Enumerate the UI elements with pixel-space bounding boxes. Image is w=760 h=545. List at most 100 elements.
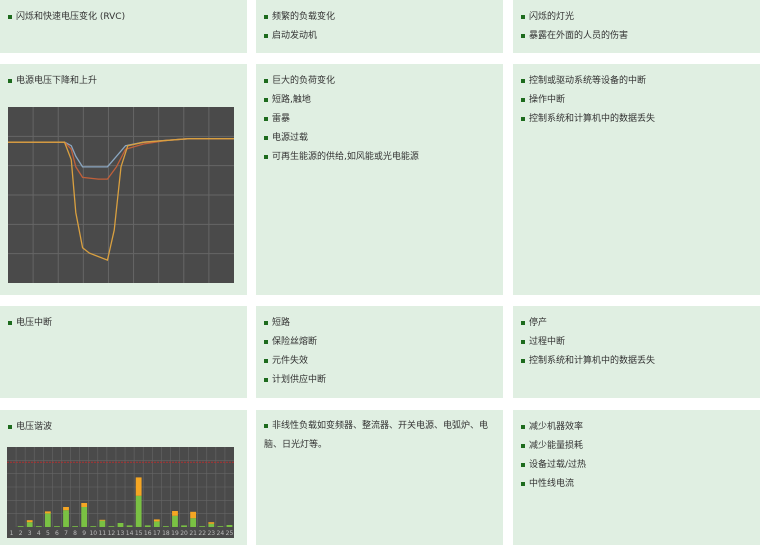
item-text: 控制系统和计算机中的数据丢失 — [529, 114, 656, 124]
cell-effects: 减少机器效率 减少能量损耗 设备过载/过热 中性线电流 — [513, 410, 760, 545]
list-item: 电源过载 — [264, 131, 495, 150]
item-text: 非线性负载如变频器、整流器、开关电源、电弧炉、电脑、日光灯等。 — [264, 421, 489, 450]
tick-label: 7 — [64, 530, 68, 537]
bullet-icon — [521, 97, 525, 102]
bullet-icon — [8, 78, 12, 83]
bullet-icon — [521, 358, 525, 363]
item-text: 控制系统和计算机中的数据丢失 — [529, 356, 656, 366]
item-text: 频繁的负载变化 — [272, 12, 336, 22]
bar-base-15 — [135, 495, 142, 527]
bar-top-3 — [26, 520, 33, 523]
item-text: 闪烁的灯光 — [529, 12, 575, 22]
item-text: 中性线电流 — [529, 479, 575, 489]
bar-top-17 — [153, 519, 160, 522]
list-item: 暴露在外面的人员的伤害 — [521, 29, 752, 48]
bullet-icon — [521, 339, 525, 344]
cell-causes: 短路保险丝熔断元件失效计划供应中断 — [256, 306, 503, 398]
list-item: 巨大的负荷变化 — [264, 74, 495, 93]
tick-label: 16 — [144, 530, 152, 537]
item-text: 元件失效 — [272, 356, 309, 366]
bullet-icon — [264, 320, 268, 325]
tick-label: 20 — [180, 530, 188, 537]
tick-label: 9 — [82, 530, 86, 537]
bullet-icon — [521, 320, 525, 325]
bullet-icon — [8, 320, 12, 325]
item-text: 雷暴 — [272, 114, 291, 124]
list-item: 短路,触地 — [264, 93, 495, 112]
cell-causes: 非线性负载如变频器、整流器、开关电源、电弧炉、电脑、日光灯等。 — [256, 410, 503, 545]
item-text: 电源过载 — [272, 133, 309, 143]
list-item: 停产 — [521, 316, 752, 335]
bullet-icon — [521, 116, 525, 121]
bar-top-21 — [190, 511, 197, 519]
bar-base-7 — [63, 510, 69, 527]
item-text: 巨大的负荷变化 — [272, 76, 336, 86]
bar-base-23 — [208, 523, 215, 527]
bar-base-21 — [190, 518, 197, 527]
list-item: 闪烁和快速电压变化 (RVC) — [8, 10, 239, 29]
tick-label: 11 — [99, 530, 107, 537]
item-text: 停产 — [529, 318, 548, 328]
bullet-icon — [8, 14, 12, 19]
cell-effects: 停产过程中断控制系统和计算机中的数据丢失 — [513, 306, 760, 398]
list-item: 过程中断 — [521, 335, 752, 354]
list-item: 可再生能源的供给,如风能或光电能源 — [264, 150, 495, 169]
item-text: 保险丝熔断 — [272, 337, 318, 347]
cell-causes: 巨大的负荷变化短路,触地雷暴电源过载可再生能源的供给,如风能或光电能源 — [256, 64, 503, 295]
bullet-icon — [521, 14, 525, 19]
list-item: 操作中断 — [521, 93, 752, 112]
bar-base-14 — [126, 525, 133, 527]
tick-label: 19 — [171, 530, 179, 537]
list-item: 计划供应中断 — [264, 373, 495, 392]
tick-label: 2 — [19, 530, 23, 537]
bar-top-23 — [208, 522, 215, 524]
tick-label: 14 — [126, 530, 134, 537]
list-item: 中性线电流 — [521, 477, 752, 496]
tick-label: 10 — [89, 530, 97, 537]
tick-label: 1 — [10, 530, 14, 537]
bullet-icon — [264, 423, 268, 428]
bullet-icon — [521, 78, 525, 83]
bullet-icon — [521, 481, 525, 486]
list-item: 非线性负载如变频器、整流器、开关电源、电弧炉、电脑、日光灯等。 — [264, 417, 495, 455]
list-item: 减少机器效率 — [521, 420, 752, 439]
series-line-2 — [8, 138, 234, 261]
tick-label: 15 — [135, 530, 143, 537]
bullet-icon — [521, 443, 525, 448]
bar-base-4 — [35, 526, 42, 527]
bar-top-11 — [99, 519, 106, 521]
cell-effects: 闪烁的灯光暴露在外面的人员的伤害 — [513, 0, 760, 53]
list-item: 短路 — [264, 316, 495, 335]
item-text: 电源电压下降和上升 — [16, 76, 98, 86]
voltage-dip-chart — [8, 107, 234, 283]
item-text: 设备过载/过热 — [529, 460, 587, 470]
harmonics-chart: 1 2 3 4 5 6 7 8 9 10 11 12 13 14 15 16 17 18 19 20 21 22 23 24 2… — [7, 447, 234, 538]
tick-label: 18 — [162, 530, 170, 537]
list-item: 雷暴 — [264, 112, 495, 131]
list-item: 电压中断 — [8, 316, 239, 335]
bar-base-5 — [44, 513, 51, 527]
tick-label: 23 — [207, 530, 215, 537]
list-item: 闪烁的灯光 — [521, 10, 752, 29]
bar-base-18 — [162, 526, 169, 527]
list-item: 控制或驱动系统等设备的中断 — [521, 74, 752, 93]
bar-base-19 — [172, 515, 178, 527]
bar-base-10 — [90, 526, 97, 527]
list-item: 控制系统和计算机中的数据丢失 — [521, 354, 752, 373]
item-text: 启动发动机 — [272, 31, 318, 41]
list-item: 电源电压下降和上升 — [8, 74, 239, 93]
cell-causes: 频繁的负载变化 启动发动机 — [256, 0, 503, 53]
list-item: 启动发动机 — [264, 29, 495, 48]
bullet-icon — [264, 97, 268, 102]
tick-label: 21 — [189, 530, 197, 537]
bullet-icon — [264, 135, 268, 140]
bar-top-9 — [81, 503, 88, 507]
bar-base-12 — [108, 526, 115, 527]
item-text: 控制或驱动系统等设备的中断 — [529, 76, 647, 86]
bullet-icon — [264, 116, 268, 121]
cell-phenomenon: 电压中断 — [0, 306, 247, 398]
bar-base-17 — [153, 521, 160, 527]
bar-top-5 — [44, 511, 51, 514]
item-text: 可再生能源的供给,如风能或光电能源 — [272, 152, 419, 162]
bullet-icon — [264, 78, 268, 83]
